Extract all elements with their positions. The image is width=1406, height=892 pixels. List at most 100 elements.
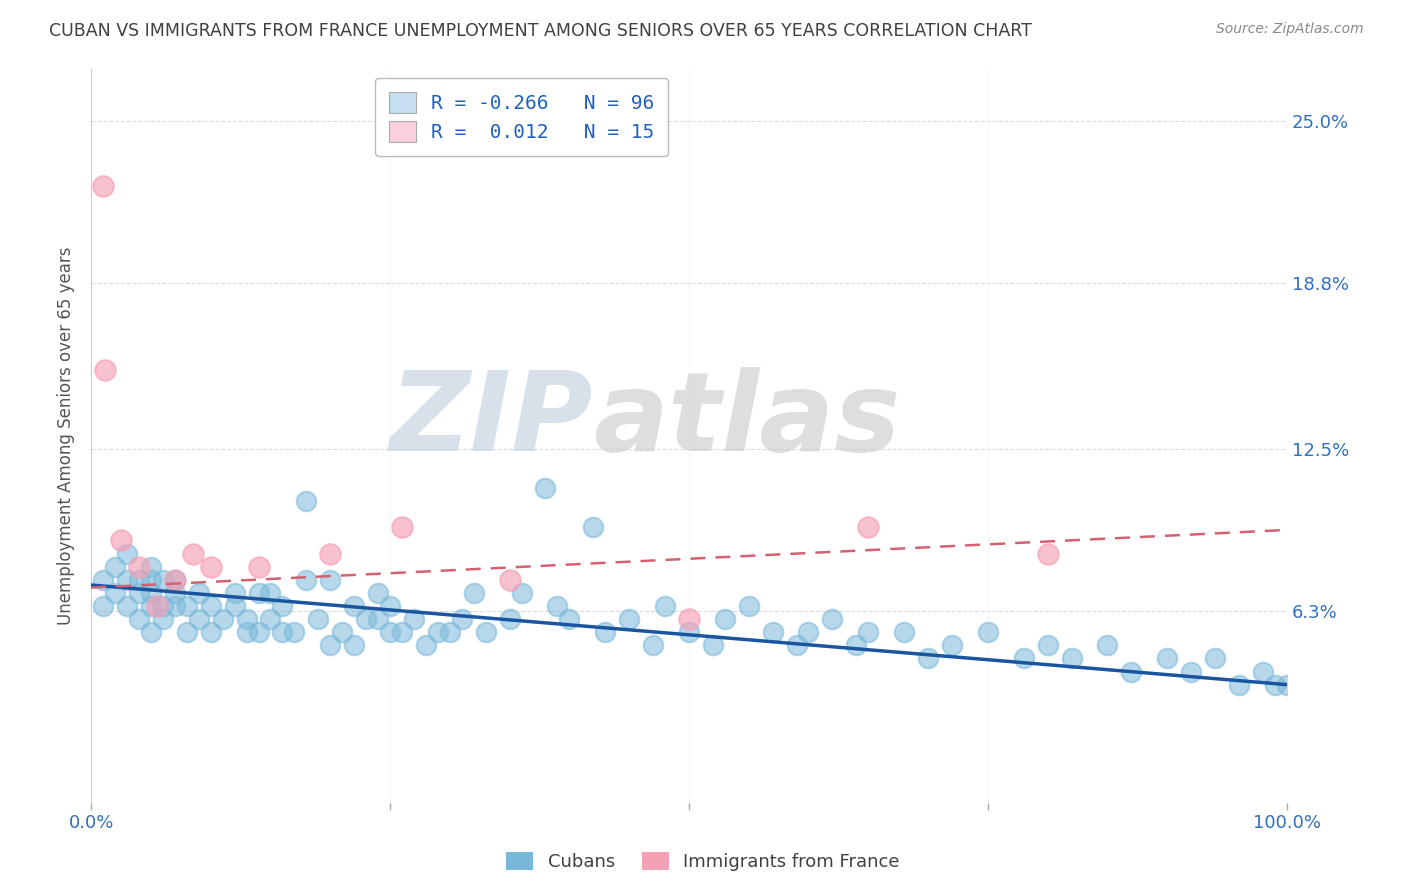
Point	[104, 559, 127, 574]
Point	[534, 481, 557, 495]
Point	[307, 612, 329, 626]
Point	[211, 612, 233, 626]
Point	[176, 599, 198, 613]
Point	[821, 612, 844, 626]
Point	[378, 599, 401, 613]
Point	[128, 586, 150, 600]
Point	[295, 573, 318, 587]
Point	[415, 638, 437, 652]
Point	[654, 599, 676, 613]
Point	[402, 612, 425, 626]
Point	[139, 599, 162, 613]
Point	[582, 520, 605, 534]
Point	[139, 586, 162, 600]
Point	[1156, 651, 1178, 665]
Point	[450, 612, 472, 626]
Point	[200, 625, 222, 640]
Point	[139, 625, 162, 640]
Point	[593, 625, 616, 640]
Point	[343, 638, 366, 652]
Point	[247, 625, 270, 640]
Point	[474, 625, 496, 640]
Point	[115, 599, 138, 613]
Point	[259, 612, 281, 626]
Point	[91, 599, 114, 613]
Point	[1180, 665, 1202, 679]
Point	[391, 625, 413, 640]
Point	[762, 625, 785, 640]
Point	[91, 179, 114, 194]
Point	[1097, 638, 1119, 652]
Point	[235, 625, 257, 640]
Point	[1227, 678, 1250, 692]
Point	[152, 599, 174, 613]
Point	[271, 599, 294, 613]
Point	[1012, 651, 1035, 665]
Point	[330, 625, 353, 640]
Point	[319, 638, 342, 652]
Point	[224, 599, 246, 613]
Point	[858, 625, 880, 640]
Point	[271, 625, 294, 640]
Point	[738, 599, 761, 613]
Point	[128, 612, 150, 626]
Point	[702, 638, 724, 652]
Text: Source: ZipAtlas.com: Source: ZipAtlas.com	[1216, 22, 1364, 37]
Point	[391, 520, 413, 534]
Point	[1204, 651, 1226, 665]
Legend: R = -0.266   N = 96, R =  0.012   N = 15: R = -0.266 N = 96, R = 0.012 N = 15	[375, 78, 668, 155]
Point	[1275, 678, 1298, 692]
Point	[558, 612, 581, 626]
Point	[163, 573, 186, 587]
Point	[115, 547, 138, 561]
Point	[546, 599, 568, 613]
Point	[354, 612, 377, 626]
Point	[1264, 678, 1286, 692]
Point	[176, 625, 198, 640]
Point	[426, 625, 449, 640]
Point	[247, 586, 270, 600]
Text: ZIP: ZIP	[389, 368, 593, 475]
Point	[146, 599, 169, 613]
Point	[367, 612, 389, 626]
Point	[498, 573, 520, 587]
Point	[893, 625, 915, 640]
Point	[498, 612, 520, 626]
Point	[917, 651, 939, 665]
Point	[187, 586, 209, 600]
Point	[181, 547, 204, 561]
Point	[1036, 638, 1059, 652]
Point	[797, 625, 820, 640]
Point	[319, 547, 342, 561]
Point	[139, 573, 162, 587]
Point	[510, 586, 533, 600]
Point	[295, 494, 318, 508]
Point	[163, 599, 186, 613]
Point	[187, 612, 209, 626]
Point	[941, 638, 963, 652]
Point	[235, 612, 257, 626]
Point	[283, 625, 305, 640]
Point	[678, 612, 700, 626]
Point	[678, 625, 700, 640]
Text: CUBAN VS IMMIGRANTS FROM FRANCE UNEMPLOYMENT AMONG SENIORS OVER 65 YEARS CORRELA: CUBAN VS IMMIGRANTS FROM FRANCE UNEMPLOY…	[49, 22, 1032, 40]
Point	[259, 586, 281, 600]
Point	[977, 625, 1000, 640]
Point	[463, 586, 485, 600]
Point	[104, 586, 127, 600]
Point	[128, 559, 150, 574]
Point	[163, 573, 186, 587]
Point	[1036, 547, 1059, 561]
Point	[319, 573, 342, 587]
Point	[139, 559, 162, 574]
Point	[200, 559, 222, 574]
Point	[617, 612, 640, 626]
Point	[1121, 665, 1143, 679]
Point	[439, 625, 461, 640]
Point	[110, 533, 132, 548]
Point	[128, 573, 150, 587]
Text: atlas: atlas	[593, 368, 901, 475]
Y-axis label: Unemployment Among Seniors over 65 years: Unemployment Among Seniors over 65 years	[58, 246, 75, 624]
Point	[641, 638, 664, 652]
Point	[714, 612, 737, 626]
